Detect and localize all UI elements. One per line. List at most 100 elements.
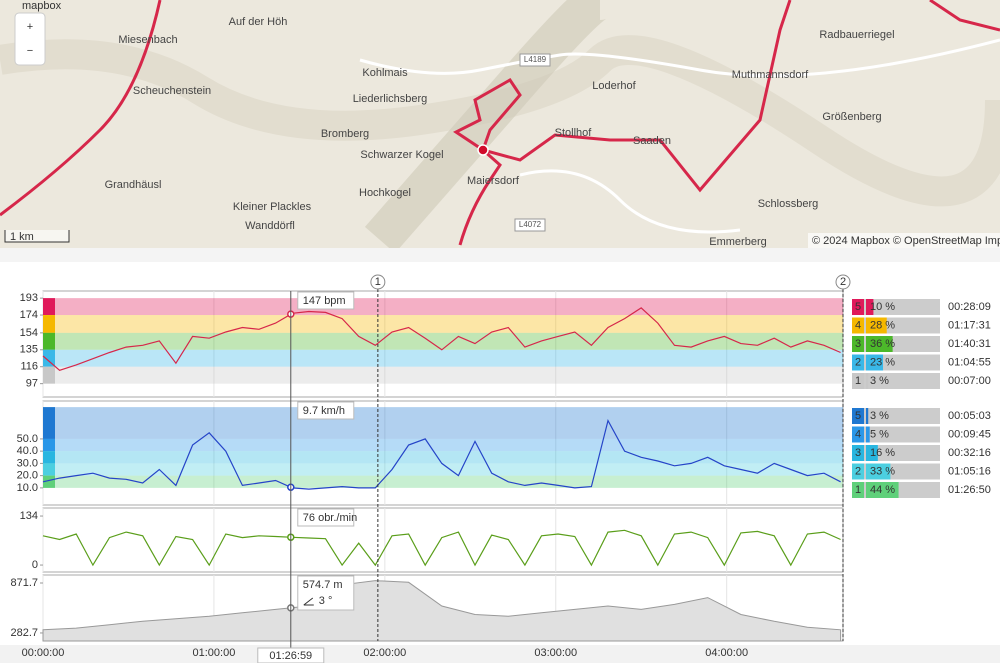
zone-percent: 10 % (870, 301, 895, 313)
y-tick-label: 10.0 (17, 482, 38, 494)
y-tick-label: 193 (20, 292, 38, 304)
zone-band (43, 475, 843, 488)
zone-strip (43, 463, 55, 476)
zone-number-box (852, 482, 864, 498)
zone-band (43, 298, 843, 316)
zone-strip (43, 315, 55, 333)
zone-number-box (852, 445, 864, 461)
road-label: L4189 (524, 55, 547, 64)
map-label: Scheuchenstein (133, 85, 211, 97)
map-label: Saaden (633, 135, 671, 147)
zone-percent-bar (866, 426, 870, 443)
map-label: Grandhäusl (105, 179, 162, 191)
zone-strip (43, 451, 55, 464)
y-tick-label: 20.0 (17, 470, 38, 482)
zone-band (43, 463, 843, 476)
zone-percent: 33 % (870, 465, 895, 477)
zone-percent: 44 % (870, 484, 895, 496)
attribution-bg (808, 233, 1000, 248)
zone-number: 5 (855, 301, 861, 313)
zone-band (43, 332, 843, 350)
zone-percent-bar (866, 373, 869, 389)
zone-number-box (852, 336, 864, 352)
zone-strip (43, 438, 55, 452)
x-tick-label: 04:00:00 (705, 647, 748, 659)
zone-number: 4 (855, 428, 861, 440)
lap-label: 1 (375, 276, 381, 288)
zone-row-bg (852, 445, 940, 461)
cursor-time: 01:26:59 (269, 650, 312, 662)
tooltip-value: 9.7 km/h (303, 405, 345, 417)
zoom-control[interactable] (14, 12, 46, 66)
map-label: Größenberg (822, 111, 881, 123)
zone-percent: 5 % (870, 428, 889, 440)
y-tick-label: 116 (20, 361, 38, 373)
panel (42, 400, 844, 506)
zone-band (43, 438, 843, 452)
line (42, 529, 841, 567)
map-label: Kleiner Plackles (233, 201, 312, 213)
map-label: Hochkogel (359, 187, 411, 199)
road (359, 38, 1000, 78)
tooltip (297, 401, 355, 420)
y-tick-label: 135 (20, 344, 38, 356)
map-label: Bromberg (321, 128, 369, 140)
zone-row-bg (852, 299, 940, 315)
zone-band (43, 315, 843, 333)
tooltip-slope: 3 ° (319, 595, 333, 607)
zone-number-box (852, 373, 864, 389)
lap-badge (835, 274, 851, 290)
y-tick-label: 40.0 (17, 445, 38, 457)
map-label: Schlossberg (758, 198, 819, 210)
zone-number: 1 (855, 375, 861, 387)
map-label: Muthmannsdorf (732, 69, 809, 81)
map-label: Kohlmais (362, 67, 408, 79)
zone-number-box (852, 426, 864, 443)
area (42, 580, 842, 642)
tooltip (297, 291, 355, 310)
tooltip (297, 508, 355, 527)
map-label: Radbauerriegel (819, 29, 894, 41)
zone-number-box (852, 299, 864, 315)
zone-band (43, 407, 843, 439)
zone-time: 01:40:31 (948, 338, 991, 350)
position (477, 144, 489, 156)
zone-number: 3 (855, 447, 861, 459)
attribution[interactable]: © 2024 Mapbox © OpenStreetMap Improve t (812, 235, 1000, 247)
zone-row-bg (852, 317, 940, 334)
y-tick-label: 30.0 (17, 457, 38, 469)
zone-strip (43, 349, 55, 367)
zone-percent-bar (866, 336, 893, 352)
zone-time: 00:28:09 (948, 301, 991, 313)
zone-row-bg (852, 354, 940, 371)
zone-percent: 3 % (870, 410, 889, 422)
zone-percent: 28 % (870, 319, 895, 331)
tooltip-value: 76 obr./min (303, 512, 357, 524)
map-label: Miesenbach (118, 34, 177, 46)
y-tick-label: 282.7 (10, 627, 38, 639)
zone-row-bg (852, 336, 940, 352)
zone-percent-bar (866, 317, 887, 334)
map-label: Schwarzer Kogel (360, 149, 443, 161)
zone-time: 01:04:55 (948, 356, 991, 368)
map-label: Liederlichsberg (353, 93, 428, 105)
zone-band (43, 349, 843, 367)
zone-number: 2 (855, 356, 861, 368)
zone-band (43, 451, 843, 464)
y-tick-label: 97 (26, 378, 38, 390)
zone-percent-bar (866, 299, 874, 315)
road-label: L4072 (519, 220, 542, 229)
zone-percent: 3 % (870, 375, 889, 387)
lap-badge (370, 274, 386, 290)
road-shield (519, 53, 551, 67)
map-logo: mapbox (22, 0, 62, 12)
x-tick-label: 03:00:00 (534, 647, 577, 659)
zone-number: 1 (855, 484, 861, 496)
zoom-in[interactable]: + (27, 21, 33, 33)
zoom-out[interactable]: − (27, 45, 33, 57)
zone-number: 3 (855, 338, 861, 350)
zone-band (43, 366, 843, 384)
tooltip-value: 147 bpm (303, 295, 346, 307)
zone-time: 00:05:03 (948, 410, 991, 422)
zone-strip (43, 407, 55, 439)
